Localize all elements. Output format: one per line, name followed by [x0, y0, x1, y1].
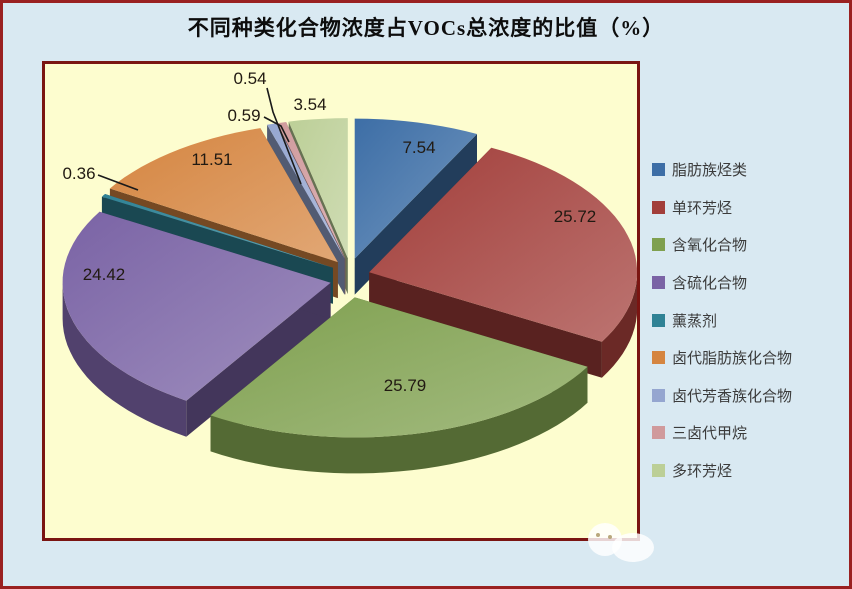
legend-label: 薰蒸剂: [672, 312, 718, 330]
watermark-dot: [596, 533, 600, 537]
data-label-4: 24.42: [83, 265, 126, 284]
pie-slice-side-4[interactable]: [186, 282, 331, 437]
legend-swatch-icon: [652, 238, 665, 252]
data-label-9: 3.54: [293, 95, 326, 114]
label-leader-line: [97, 174, 139, 191]
data-label-1: 7.54: [402, 138, 435, 157]
pie-slice-6[interactable]: [109, 128, 338, 263]
pie-slice-7[interactable]: [267, 123, 345, 259]
pie-slice-side-2[interactable]: [369, 272, 602, 378]
pie-slice-5[interactable]: [101, 194, 333, 268]
plot-area: 7.54 25.72 25.79 24.42 0.36 11.51 0.59 0.54 3.54: [42, 61, 640, 541]
legend-swatch-icon: [652, 163, 665, 177]
legend-item-4[interactable]: 含硫化合物: [652, 264, 792, 302]
label-leader-line: [263, 116, 290, 143]
legend-item-1[interactable]: 脂肪族烃类: [652, 151, 792, 189]
legend-swatch-icon: [652, 351, 665, 365]
pie-slice-3[interactable]: [210, 297, 588, 438]
legend-label: 多环芳烃: [672, 463, 733, 481]
legend-item-8[interactable]: 三卤代甲烷: [652, 414, 792, 452]
legend-label: 单环芳烃: [672, 199, 733, 217]
pie-slice-rim-4[interactable]: [62, 282, 187, 437]
legend-swatch-icon: [652, 464, 665, 478]
pie-slice-side-1[interactable]: [354, 134, 477, 295]
data-label-6: 11.51: [191, 150, 232, 169]
legend-item-3[interactable]: 含氧化合物: [652, 226, 792, 264]
legend-label: 卤代脂肪族化合物: [672, 350, 793, 368]
legend-swatch-icon: [652, 276, 665, 290]
data-label-8: 0.54: [233, 69, 266, 88]
watermark-dot: [608, 535, 612, 539]
legend: 脂肪族烃类单环芳烃含氧化合物含硫化合物薰蒸剂卤代脂肪族化合物 卤代芳香族化合物 三卤…: [652, 151, 792, 489]
pie-slice-rim-3[interactable]: [210, 366, 588, 474]
legend-label: 含硫化合物: [672, 275, 748, 293]
pie-slice-2[interactable]: [369, 147, 637, 342]
data-label-3: 25.79: [384, 376, 427, 395]
legend-label: 三卤代甲烷: [672, 425, 748, 443]
legend-swatch-icon: [652, 200, 665, 214]
legend-label: 脂肪族烃类: [672, 162, 748, 180]
label-leader-line: [266, 87, 302, 185]
legend-swatch-icon: [652, 426, 665, 440]
legend-item-6[interactable]: 卤代脂肪族化合物: [652, 339, 792, 377]
pie-slice-4[interactable]: [62, 211, 331, 401]
legend-label: 卤代芳香族化合物: [672, 387, 793, 405]
pie-chart[interactable]: 7.54 25.72 25.79 24.42 0.36 11.51 0.59 0.54 3.54: [45, 64, 637, 538]
pie-slice-1[interactable]: [354, 118, 477, 259]
data-label-5: 0.36: [62, 164, 95, 183]
pie-slice-9[interactable]: [288, 118, 348, 259]
legend-swatch-icon: [652, 388, 665, 402]
chart-title: 不同种类化合物浓度占VOCs总浓度的比值（%）: [187, 16, 665, 40]
data-label-7: 0.59: [227, 106, 260, 125]
legend-item-9[interactable]: 多环芳烃: [652, 452, 792, 490]
pie-slice-rim-2[interactable]: [601, 272, 637, 378]
data-label-2: 25.72: [554, 207, 597, 226]
legend-item-5[interactable]: 薰蒸剂: [652, 301, 792, 339]
legend-label: 含氧化合物: [672, 237, 748, 255]
pie-slice-8[interactable]: [277, 122, 346, 259]
watermark-sticker: [612, 533, 654, 562]
legend-item-2[interactable]: 单环芳烃: [652, 189, 792, 227]
legend-item-7[interactable]: 卤代芳香族化合物: [652, 377, 792, 415]
legend-swatch-icon: [652, 313, 665, 327]
